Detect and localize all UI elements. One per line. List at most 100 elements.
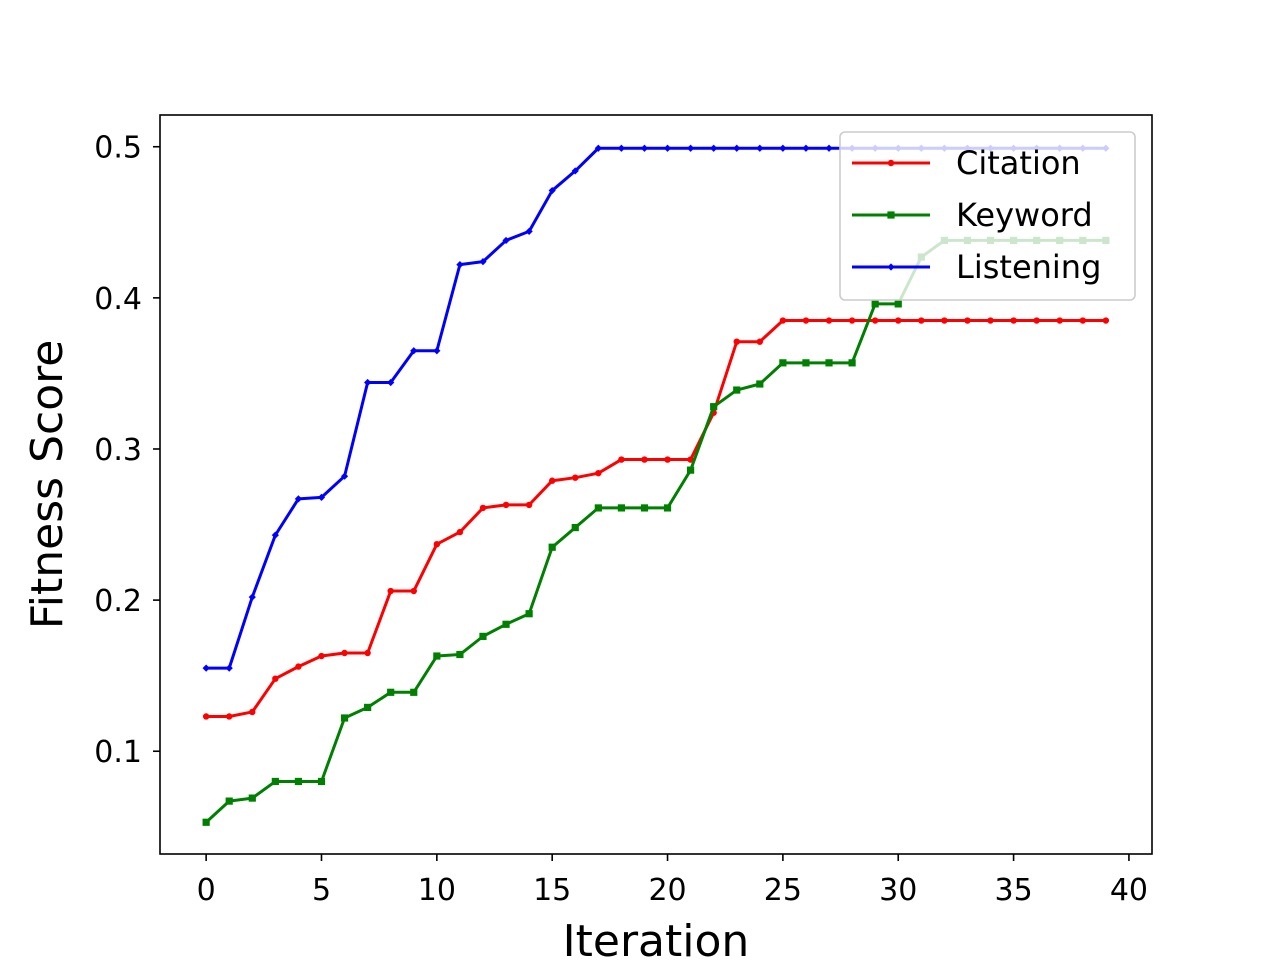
data-point-citation <box>802 317 810 324</box>
data-point-keyword <box>479 632 487 640</box>
data-point-citation <box>779 317 787 324</box>
data-point-citation <box>479 504 487 512</box>
data-point-citation <box>572 474 579 481</box>
data-point-citation <box>987 317 994 324</box>
data-point-citation <box>548 477 556 484</box>
data-point-listening <box>248 593 256 601</box>
data-point-citation <box>871 317 879 324</box>
data-point-listening <box>387 378 395 387</box>
x-tick-label: 5 <box>312 873 331 908</box>
data-point-keyword <box>756 380 764 388</box>
data-point-listening <box>410 347 418 355</box>
y-tick-label: 0.4 <box>94 282 142 317</box>
data-point-listening <box>779 144 787 152</box>
data-point-citation <box>456 528 464 536</box>
x-tick-label: 30 <box>879 873 917 908</box>
data-point-citation <box>387 587 394 595</box>
data-point-keyword <box>617 504 625 512</box>
legend-swatch-marker <box>887 159 895 167</box>
series-keyword <box>202 236 1110 826</box>
data-point-listening <box>364 378 372 387</box>
x-axis-title: Iteration <box>563 916 750 960</box>
data-point-listening <box>594 144 602 152</box>
x-tick-label: 10 <box>418 873 456 908</box>
data-point-citation <box>756 338 764 345</box>
data-point-citation <box>341 649 348 657</box>
data-point-citation <box>664 456 671 463</box>
data-point-listening <box>640 144 649 152</box>
y-axis-title: Fitness Score <box>22 340 73 630</box>
legend-label: Citation <box>956 144 1081 182</box>
data-point-listening <box>687 144 695 152</box>
data-point-keyword <box>571 523 579 532</box>
data-point-keyword <box>825 359 833 367</box>
legend-box <box>839 131 1136 301</box>
data-point-keyword <box>640 504 649 512</box>
data-point-listening <box>802 144 810 152</box>
y-tick-label: 0.1 <box>94 735 142 770</box>
data-point-keyword <box>663 504 672 512</box>
legend-item-listening: Listening <box>852 248 1101 286</box>
data-point-citation <box>525 501 533 509</box>
data-point-citation <box>1056 317 1063 324</box>
data-point-citation <box>964 317 971 324</box>
x-tick-label: 15 <box>533 873 571 908</box>
x-tick-label: 20 <box>648 873 686 908</box>
data-point-listening <box>317 493 326 501</box>
data-point-citation <box>272 675 279 682</box>
data-point-citation <box>641 456 648 463</box>
data-point-citation <box>848 317 856 324</box>
data-point-citation <box>941 317 948 324</box>
data-point-listening <box>733 144 741 152</box>
y-tick-label: 0.2 <box>94 584 142 619</box>
data-point-keyword <box>202 818 210 826</box>
data-point-citation <box>895 317 902 324</box>
series-line-keyword <box>205 238 1106 824</box>
x-tick-label: 35 <box>994 873 1032 908</box>
series-citation <box>202 317 1110 720</box>
data-point-listening <box>271 531 279 539</box>
data-point-citation <box>618 456 625 463</box>
data-point-keyword <box>294 777 303 786</box>
data-point-listening <box>294 495 303 503</box>
data-point-citation <box>1102 317 1110 324</box>
data-point-keyword <box>871 300 879 308</box>
data-point-keyword <box>894 300 902 308</box>
data-point-listening <box>456 261 464 269</box>
data-point-keyword <box>525 610 533 618</box>
data-point-listening <box>202 664 210 672</box>
data-point-keyword <box>594 504 602 512</box>
data-point-keyword <box>410 688 418 696</box>
plot-frame <box>159 114 1153 855</box>
data-point-listening <box>225 664 233 672</box>
data-point-listening <box>756 144 764 152</box>
data-point-citation <box>825 317 833 324</box>
data-point-keyword <box>848 359 856 367</box>
data-point-citation <box>318 652 325 660</box>
data-point-keyword <box>502 620 510 628</box>
data-point-keyword <box>340 714 349 722</box>
data-point-citation <box>1033 317 1040 324</box>
data-point-keyword <box>271 777 279 786</box>
data-point-citation <box>1079 317 1086 324</box>
data-point-citation <box>433 540 441 548</box>
data-point-listening <box>433 347 441 355</box>
data-point-listening <box>548 186 556 195</box>
legend-item-citation: Citation <box>852 144 1081 182</box>
data-point-citation <box>687 456 694 463</box>
data-point-citation <box>202 713 210 720</box>
x-tick-label: 40 <box>1110 873 1148 908</box>
data-point-listening <box>525 227 533 235</box>
data-point-citation <box>595 469 602 477</box>
data-point-keyword <box>364 703 372 712</box>
x-axis: 0 5 10 15 20 25 30 35 40 <box>197 854 1148 908</box>
data-point-citation <box>410 587 417 595</box>
data-point-listening <box>479 257 487 266</box>
data-point-citation <box>364 649 371 657</box>
data-point-citation <box>226 713 233 720</box>
legend-label: Listening <box>956 248 1101 286</box>
data-point-listening <box>340 472 349 480</box>
data-point-keyword <box>710 403 718 411</box>
y-tick-label: 0.5 <box>94 131 142 166</box>
